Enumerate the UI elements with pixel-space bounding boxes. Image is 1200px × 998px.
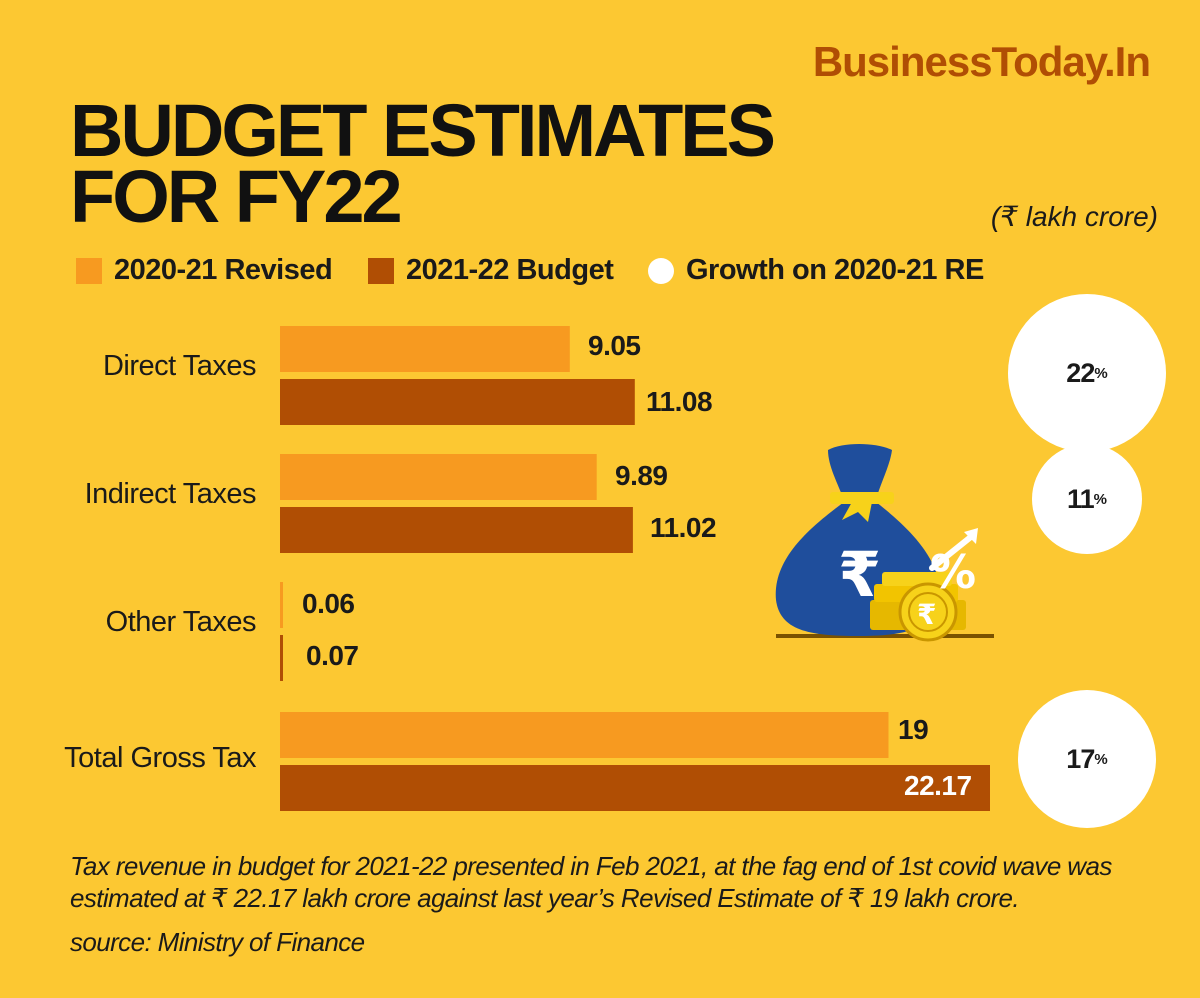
value-label-total-revised: 19 [898, 714, 929, 745]
bar-total-gross-tax-budget [280, 765, 990, 811]
value-label-direct-budget: 11.08 [646, 386, 713, 417]
growth-value-indirect-taxes: 11 [1067, 483, 1095, 514]
bag-rupee-icon: ₹ [838, 538, 881, 611]
bar-indirect-taxes-budget [280, 507, 633, 553]
legend-swatch-growth [648, 257, 674, 284]
bar-indirect-taxes-revised [280, 454, 597, 500]
category-label-direct-taxes: Direct Taxes [102, 350, 257, 382]
illustration-ground-line [776, 634, 994, 638]
bar-other-taxes-budget [280, 635, 283, 681]
legend-swatch-revised [76, 257, 102, 284]
growth-percent-sign: % [1094, 750, 1108, 768]
unit-note: (₹ lakh crore) [990, 201, 1158, 232]
value-label-indirect-budget: 11.02 [650, 512, 717, 543]
category-label-indirect-taxes: Indirect Taxes [84, 478, 257, 510]
growth-arrow-icon [929, 533, 975, 571]
value-label-indirect-revised: 9.89 [615, 460, 668, 491]
footnote-text: Tax revenue in budget for 2021-22 presen… [70, 851, 1112, 913]
growth-percent-sign: % [1094, 364, 1108, 382]
value-label-other-revised: 0.06 [302, 588, 355, 619]
coin-rupee-icon: ₹ [917, 598, 936, 631]
growth-percent-sign: % [1093, 490, 1107, 508]
growth-value-direct-taxes: 22 [1066, 357, 1095, 388]
legend-label-growth: Growth on 2020-21 RE [686, 254, 984, 286]
bar-direct-taxes-budget [280, 379, 635, 425]
source-text: source: Ministry of Finance [70, 927, 365, 957]
coin-stack-icon [882, 572, 952, 586]
bar-total-gross-tax-revised [280, 712, 889, 758]
legend-item-growth: Growth on 2020-21 RE [648, 254, 984, 287]
value-label-other-budget: 0.07 [306, 640, 359, 671]
bag-tie-icon [830, 492, 894, 504]
money-bag-illustration: ₹ ₹ % [775, 444, 994, 642]
category-label-other-taxes: Other Taxes [105, 606, 257, 638]
bar-direct-taxes-revised [280, 326, 570, 372]
value-label-total-budget: 22.17 [904, 770, 972, 801]
legend-swatch-budget [368, 257, 394, 284]
value-label-direct-revised: 9.05 [588, 330, 641, 361]
category-label-total-gross-tax: Total Gross Tax [64, 742, 256, 774]
growth-value-total-gross-tax: 17 [1066, 743, 1095, 774]
growth-circle-total-gross-tax: 17% [1018, 690, 1156, 828]
growth-circle-indirect-taxes: 11% [1032, 444, 1142, 554]
brand-logo: BusinessToday.In [812, 38, 1151, 85]
title-line-1: BUDGET ESTIMATES [70, 89, 776, 172]
coin-inner-ring [908, 592, 948, 632]
bag-knot-icon [842, 502, 872, 522]
bar-other-taxes-revised [280, 582, 283, 628]
legend-label-budget: 2021-22 Budget [406, 254, 614, 286]
title-line-2: FOR FY22 [70, 155, 403, 238]
page-title: BUDGET ESTIMATES FOR FY22 [70, 89, 776, 238]
legend-label-revised: 2020-21 Revised [114, 254, 333, 286]
legend-item-budget: 2021-22 Budget [368, 254, 614, 287]
growth-circle-direct-taxes: 22% [1008, 294, 1166, 452]
growth-arrow-head-icon [964, 528, 978, 544]
bag-neck-icon [828, 444, 892, 500]
legend-item-revised: 2020-21 Revised [76, 254, 333, 287]
